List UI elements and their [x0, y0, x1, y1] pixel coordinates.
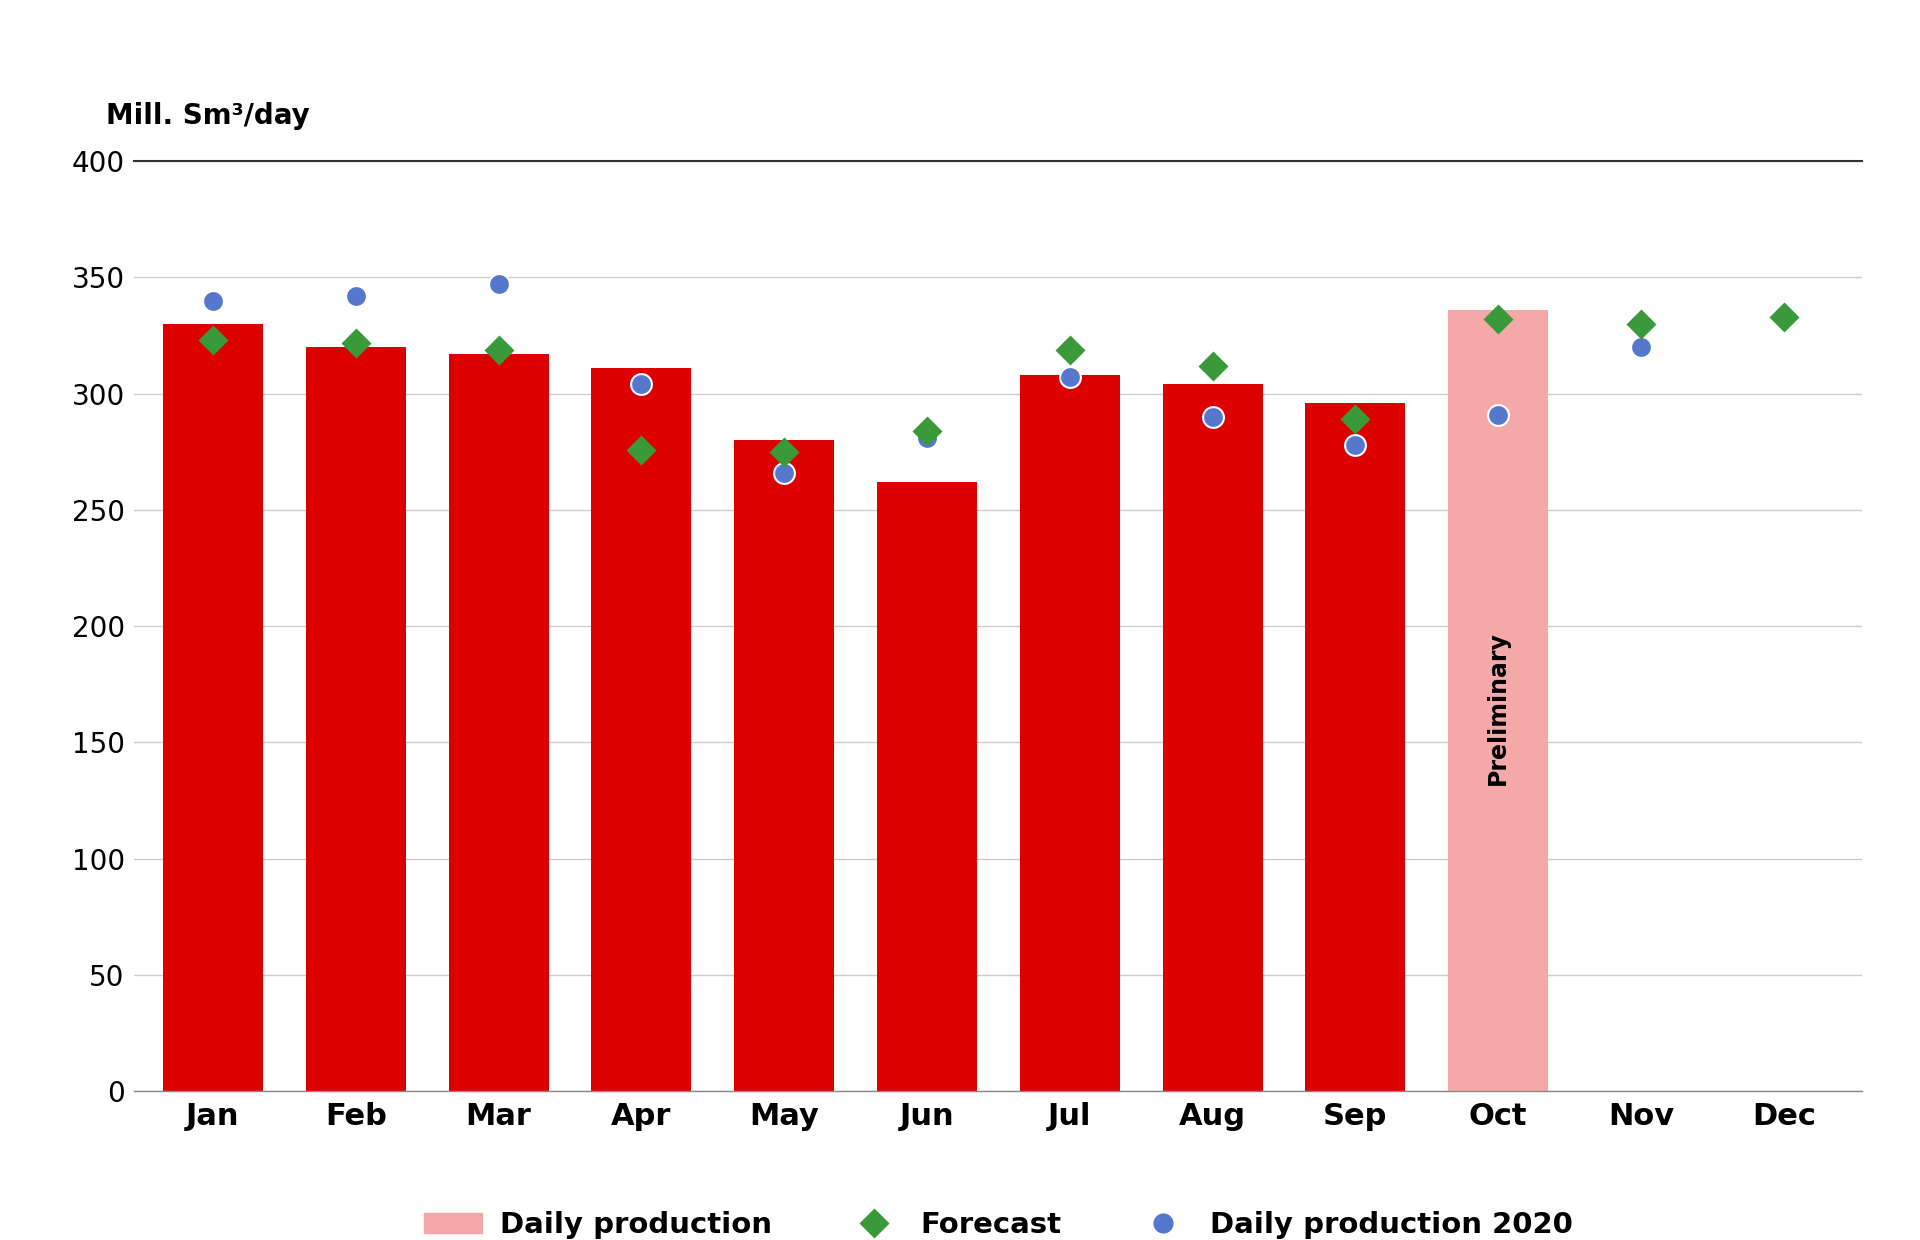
Bar — [449, 355, 549, 1091]
Legend: Daily production, Forecast, Daily production 2020: Daily production, Forecast, Daily produc… — [424, 1211, 1572, 1239]
Bar — [1306, 403, 1405, 1091]
Bar — [591, 368, 691, 1091]
Bar — [733, 440, 833, 1091]
Bar — [1448, 310, 1548, 1091]
Bar — [305, 347, 405, 1091]
Text: Preliminary: Preliminary — [1486, 631, 1511, 785]
Bar — [1164, 384, 1263, 1091]
Bar — [877, 482, 977, 1091]
Bar — [1020, 374, 1119, 1091]
Bar — [163, 324, 263, 1091]
Text: Mill. Sm³/day: Mill. Sm³/day — [106, 102, 309, 130]
